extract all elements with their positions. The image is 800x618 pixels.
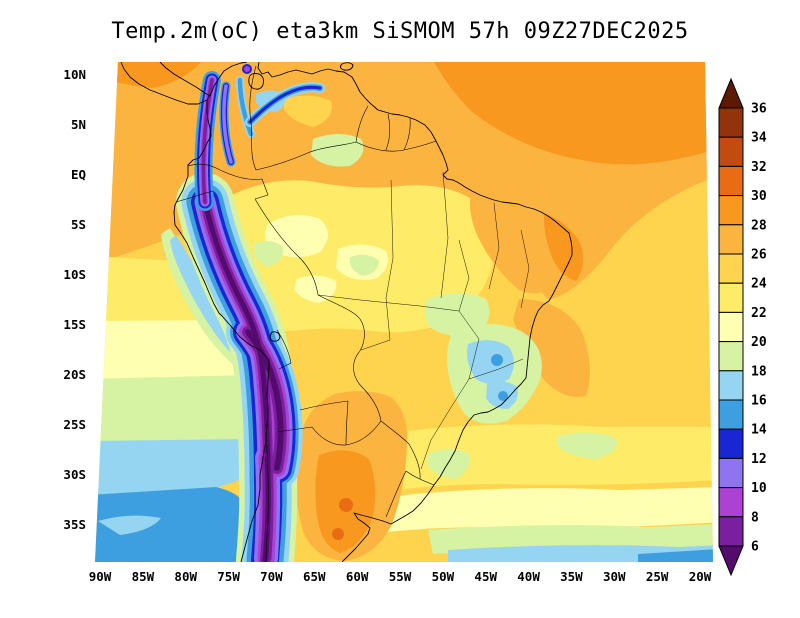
colorbar-tick-label: 12 xyxy=(751,452,767,467)
lat-tick-label: 15S xyxy=(63,317,86,332)
lon-tick-label: 35W xyxy=(560,569,583,584)
lon-tick-label: 90W xyxy=(89,569,112,584)
colorbar-tick-label: 22 xyxy=(751,306,767,321)
field-region xyxy=(467,340,514,384)
country-borders xyxy=(175,65,437,562)
field-region xyxy=(252,241,284,267)
lon-tick-label: 45W xyxy=(474,569,497,584)
field-region xyxy=(284,95,332,127)
colorbar: 36 34 32 30 28 26 24 22 20 18 16 14 12 10 8 6 xyxy=(718,77,767,577)
lon-tick-label: 60W xyxy=(346,569,369,584)
lon-tick-label: 70W xyxy=(260,569,283,584)
lon-tick-label: 85W xyxy=(132,569,155,584)
colorbar-tick-label: 32 xyxy=(751,160,767,175)
colorbar-tick-label: 18 xyxy=(751,364,767,379)
field-region xyxy=(332,528,344,540)
lon-tick-label: 75W xyxy=(217,569,240,584)
plot-title: Temp.2m(oC) eta3km SiSMOM 57h 09Z27DEC20… xyxy=(111,19,688,44)
colorbar-cell xyxy=(718,224,744,255)
field-region xyxy=(398,424,713,490)
field-region xyxy=(428,449,470,479)
lat-tick-label: 20S xyxy=(63,367,86,382)
lon-tick-label: 40W xyxy=(517,569,540,584)
field-region xyxy=(339,498,353,512)
colorbar-cell xyxy=(718,311,744,343)
lat-tick-label: 10S xyxy=(63,267,86,282)
field-region xyxy=(491,354,503,366)
colorbar-tick-label: 14 xyxy=(751,423,767,438)
field-region xyxy=(558,432,617,459)
field-region xyxy=(543,213,584,281)
field-region xyxy=(95,487,247,562)
colorbar-tick-label: 20 xyxy=(751,335,767,350)
colorbar-cell xyxy=(718,165,744,197)
lat-tick-label: EQ xyxy=(71,167,86,182)
lon-tick-label: 50W xyxy=(432,569,455,584)
lon-tick-label: 65W xyxy=(303,569,326,584)
field-region xyxy=(311,134,364,167)
field-region xyxy=(388,487,713,532)
colorbar-cell xyxy=(718,545,744,577)
lon-tick-label: 25W xyxy=(646,569,669,584)
colorbar-tick-label: 24 xyxy=(751,277,767,292)
lat-tick-label: 30S xyxy=(63,467,86,482)
lat-tick-label: 10N xyxy=(63,67,86,82)
colorbar-tick-label: 34 xyxy=(751,131,767,146)
field-region xyxy=(432,62,713,165)
colorbar-cell xyxy=(718,370,744,401)
field-region xyxy=(498,391,508,401)
colorbar-cell xyxy=(718,136,744,167)
field-region xyxy=(244,66,250,72)
colorbar-cell xyxy=(718,457,744,489)
colorbar-tick-label: 10 xyxy=(751,481,767,496)
colorbar-cell xyxy=(718,77,744,109)
colorbar-tick-label: 8 xyxy=(751,510,759,525)
colorbar-cell xyxy=(718,428,744,459)
lon-tick-label: 55W xyxy=(389,569,412,584)
colorbar-cell xyxy=(718,516,744,547)
lat-tick-label: 25S xyxy=(63,417,86,432)
field-region xyxy=(469,198,564,294)
lat-tick-label: 35S xyxy=(63,517,86,532)
colorbar-cell xyxy=(718,282,744,313)
state-borders xyxy=(317,171,530,470)
colorbar-cell xyxy=(718,399,744,430)
temperature-field xyxy=(95,62,713,562)
lon-tick-label: 20W xyxy=(689,569,712,584)
lat-tick-label: 5N xyxy=(71,117,86,132)
lat-tick-label: 5S xyxy=(71,217,86,232)
colorbar-cell xyxy=(718,253,744,284)
colorbar-tick-label: 16 xyxy=(751,394,767,409)
longitude-axis-labels: 90W 85W 80W 75W 70W 65W 60W 55W 50W 45W 40W 35W 30W 2… xyxy=(89,569,712,584)
colorbar-cell xyxy=(718,341,744,372)
colorbar-tick-label: 30 xyxy=(751,189,767,204)
field-region xyxy=(638,549,713,562)
colorbar-cell xyxy=(718,487,744,518)
field-region xyxy=(424,293,490,336)
colorbar-tick-label: 28 xyxy=(751,218,767,233)
field-region xyxy=(98,515,161,535)
colorbar-tick-label: 36 xyxy=(751,102,767,117)
lon-tick-label: 80W xyxy=(174,569,197,584)
colorbar-tick-label: 6 xyxy=(751,540,759,555)
latitude-axis-labels: 10N 5N EQ 5S 10S 15S 20S 25S 30S 35S xyxy=(63,67,86,532)
colorbar-cell xyxy=(718,195,744,226)
colorbar-cell xyxy=(718,107,744,138)
field-region xyxy=(95,439,259,501)
colorbar-tick-label: 26 xyxy=(751,248,767,263)
field-region xyxy=(95,375,257,449)
field-region xyxy=(349,254,379,276)
lon-tick-label: 30W xyxy=(603,569,626,584)
field-region xyxy=(513,299,590,397)
